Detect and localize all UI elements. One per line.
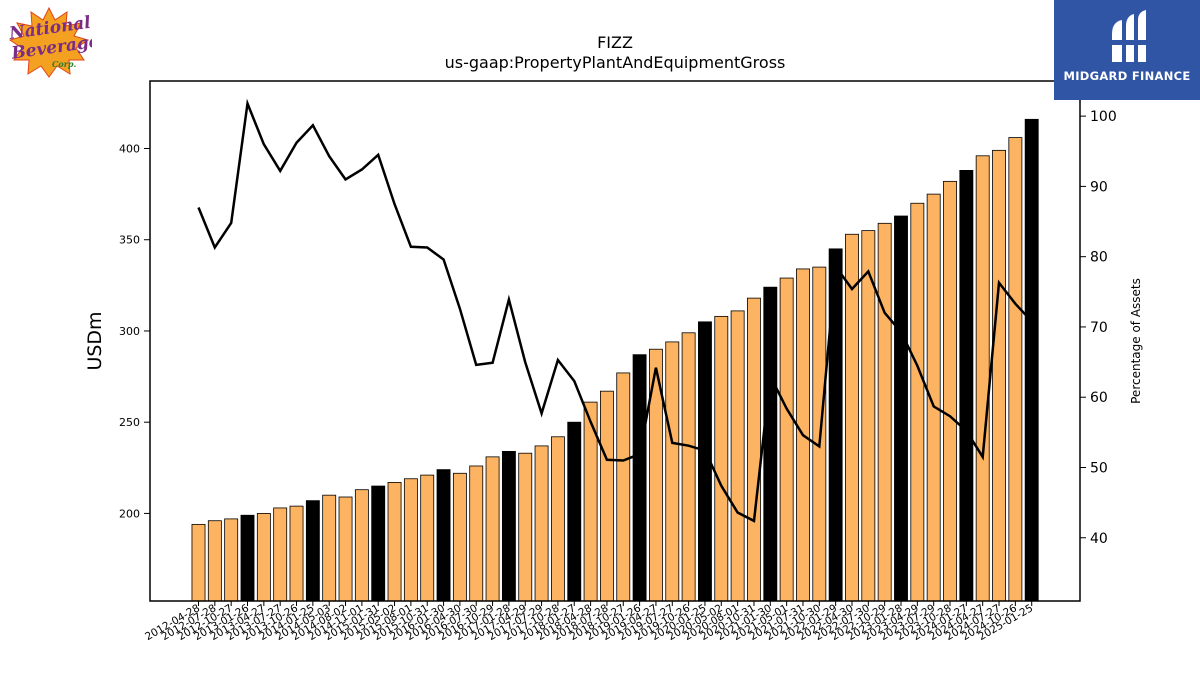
- bar: [485, 456, 500, 602]
- bar: [403, 478, 418, 602]
- bar: [779, 277, 794, 602]
- bar-group: [191, 118, 1039, 602]
- brand-name: MIDGARD FINANCE: [1063, 69, 1191, 83]
- bar: [943, 180, 957, 602]
- bar: [452, 472, 467, 602]
- bar: [518, 452, 533, 602]
- bar: [959, 170, 974, 602]
- y2-tick-label: 70: [1090, 320, 1108, 336]
- bar: [681, 332, 696, 602]
- y2-tick-label: 80: [1090, 250, 1108, 266]
- bar: [387, 482, 402, 602]
- y-tick-label: 300: [119, 325, 140, 338]
- bar: [616, 372, 631, 602]
- y-axis-left: 200 250 300 350 400: [119, 143, 150, 520]
- bar: [877, 222, 892, 602]
- bar: [550, 436, 565, 602]
- y2-tick-label: 40: [1090, 531, 1108, 547]
- bar: [240, 514, 255, 602]
- y2-axis-label: Percentage of Assets: [1129, 278, 1143, 404]
- bar: [436, 469, 451, 602]
- sunburst-icon: [8, 6, 90, 78]
- bar: [224, 518, 239, 602]
- chart-title: FIZZ: [597, 33, 633, 52]
- y2-tick-label: 90: [1090, 179, 1108, 195]
- bar: [747, 297, 761, 602]
- logo-text-corp: Corp.: [52, 59, 77, 69]
- bar: [354, 489, 369, 602]
- y-tick-label: 250: [119, 416, 140, 429]
- bar: [289, 505, 304, 602]
- y-tick-label: 400: [119, 143, 140, 156]
- bar: [730, 310, 745, 602]
- y-axis-label: USDm: [84, 311, 106, 370]
- midgard-mark-icon: [1108, 10, 1148, 62]
- y2-tick-label: 60: [1090, 390, 1108, 406]
- bar: [371, 485, 386, 602]
- bar: [1008, 137, 1023, 602]
- bar: [469, 465, 484, 602]
- bar: [534, 445, 549, 602]
- chart-subtitle: us-gaap:PropertyPlantAndEquipmentGross: [445, 53, 786, 72]
- bar: [1024, 118, 1039, 602]
- bar: [828, 248, 843, 602]
- bar: [273, 507, 288, 602]
- bar: [207, 520, 222, 602]
- y2-tick-label: 50: [1090, 460, 1108, 476]
- y-axis-right: 40 50 60 70 80 90 100: [1080, 109, 1117, 547]
- x-axis: 2012-04-282012-07-282012-10-272013-01-26…: [143, 601, 1035, 643]
- bar: [420, 474, 435, 602]
- bar: [665, 341, 680, 602]
- bar: [599, 390, 614, 602]
- bar: [714, 315, 729, 602]
- y-tick-label: 350: [119, 234, 140, 247]
- bar: [763, 286, 778, 602]
- bar: [191, 523, 206, 602]
- bar: [910, 202, 925, 602]
- midgard-finance-logo: MIDGARD FINANCE: [1054, 0, 1200, 100]
- bar: [567, 421, 582, 602]
- percent-of-assets-line: [197, 98, 1033, 523]
- bar: [992, 149, 1006, 602]
- percent-line-group: [197, 98, 1033, 523]
- y-tick-label: 200: [119, 507, 140, 520]
- plot-frame: [149, 80, 1081, 602]
- bar: [501, 450, 516, 602]
- bar: [894, 215, 908, 602]
- bar: [322, 494, 337, 602]
- y2-tick-label: 100: [1090, 109, 1117, 125]
- bar: [305, 500, 320, 602]
- bar: [338, 496, 353, 602]
- bar: [256, 513, 271, 602]
- bar: [632, 354, 647, 602]
- bar: [975, 155, 990, 602]
- national-beverage-logo: National Beverage Corp.: [6, 6, 101, 82]
